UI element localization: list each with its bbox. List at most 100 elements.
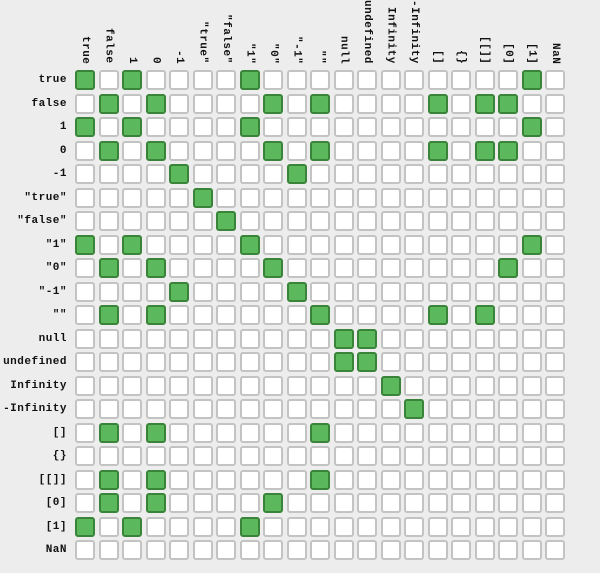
matrix-cell-r5-c19 — [521, 187, 542, 208]
matrix-cell-r1-c11 — [333, 93, 354, 114]
matrix-cell-r2-c8 — [263, 117, 283, 137]
matrix-row-6: "false" — [0, 211, 569, 231]
matrix-cell-r4-c19 — [521, 164, 542, 184]
matrix-cell-r14-c12 — [357, 399, 377, 419]
matrix-cell-r11-c14 — [404, 328, 424, 349]
matrix-cell-r8-c3 — [145, 258, 166, 278]
matrix-cell-r9-c3 — [145, 281, 166, 302]
matrix-cell-r13-c8 — [263, 375, 283, 396]
matrix-cell-r14-c9 — [286, 399, 307, 419]
matrix-cell-r3-c16 — [451, 140, 471, 161]
matrix-cell-r6-c8 — [263, 211, 283, 231]
matrix-cell-r18-c6 — [216, 493, 236, 513]
matrix-cell-r17-c4 — [169, 469, 189, 490]
matrix-row-13: Infinity — [0, 375, 569, 396]
matrix-cell-r11-c5 — [192, 328, 213, 349]
matrix-cell-r18-c12 — [357, 493, 377, 513]
matrix-cell-r1-c20 — [545, 93, 565, 114]
matrix-cell-r20-c17 — [474, 540, 495, 560]
matrix-cell-r14-c3 — [145, 399, 166, 419]
row-label: [0] — [45, 497, 67, 509]
matrix-cell-r1-c17 — [474, 93, 495, 114]
matrix-cell-r9-c16 — [451, 281, 471, 302]
matrix-cell-r15-c14 — [404, 422, 424, 443]
matrix-cell-r2-c4 — [169, 117, 189, 137]
matrix-cell-r11-c6 — [216, 328, 236, 349]
matrix-cell-r7-c7 — [239, 234, 260, 255]
matrix-cell-r13-c3 — [145, 375, 166, 396]
matrix-cell-r7-c15 — [427, 234, 448, 255]
matrix-cell-r13-c12 — [357, 375, 377, 396]
matrix-cell-r15-c6 — [216, 422, 236, 443]
matrix-cell-r17-c20 — [545, 469, 565, 490]
matrix-cell-r18-c5 — [192, 493, 213, 513]
matrix-cell-r10-c7 — [239, 305, 260, 325]
matrix-cell-r20-c2 — [122, 540, 142, 560]
matrix-cell-r8-c9 — [286, 258, 307, 278]
matrix-cell-r1-c6 — [216, 93, 236, 114]
matrix-cell-r0-c8 — [263, 70, 283, 90]
matrix-cell-r2-c10 — [310, 117, 330, 137]
matrix-cell-r19-c5 — [192, 516, 213, 537]
matrix-cell-r0-c3 — [145, 70, 166, 90]
matrix-cell-r11-c17 — [474, 328, 495, 349]
matrix-cell-r7-c8 — [263, 234, 283, 255]
matrix-cell-r6-c20 — [545, 211, 565, 231]
matrix-cell-r19-c8 — [263, 516, 283, 537]
row-label: undefined — [3, 356, 67, 368]
matrix-cell-r13-c16 — [451, 375, 471, 396]
matrix-cell-r19-c12 — [357, 516, 377, 537]
matrix-cell-r12-c17 — [474, 352, 495, 372]
matrix-cell-r11-c20 — [545, 328, 565, 349]
matrix-cell-r10-c4 — [169, 305, 189, 325]
matrix-cell-r15-c18 — [498, 422, 518, 443]
matrix-cell-r4-c8 — [263, 164, 283, 184]
matrix-cell-r9-c8 — [263, 281, 283, 302]
matrix-cell-r8-c1 — [98, 258, 119, 278]
matrix-cell-r0-c5 — [192, 70, 213, 90]
matrix-cell-r6-c11 — [333, 211, 354, 231]
matrix-cell-r15-c16 — [451, 422, 471, 443]
row-label: false — [31, 97, 67, 110]
matrix-cell-r12-c5 — [192, 352, 213, 372]
matrix-cell-r15-c20 — [545, 422, 565, 443]
matrix-cell-r3-c11 — [333, 140, 354, 161]
matrix-cell-r8-c19 — [521, 258, 542, 278]
matrix-cell-r2-c18 — [498, 117, 518, 137]
matrix-cell-r18-c2 — [122, 493, 142, 513]
matrix-cell-r16-c10 — [310, 446, 330, 466]
matrix-cell-r9-c2 — [122, 281, 142, 302]
matrix-cell-r14-c1 — [98, 399, 119, 419]
matrix-cell-r5-c12 — [357, 187, 377, 208]
column-header-16: {} — [451, 0, 471, 64]
matrix-cell-r15-c15 — [427, 422, 448, 443]
column-label: -Infinity — [408, 0, 420, 64]
row-label: -Infinity — [3, 403, 67, 415]
matrix-cell-r15-c13 — [380, 422, 401, 443]
matrix-cell-r20-c4 — [169, 540, 189, 560]
matrix-cell-r0-c2 — [122, 70, 142, 90]
matrix-cell-r6-c1 — [98, 211, 119, 231]
matrix-cell-r11-c11 — [333, 328, 354, 349]
matrix-cell-r12-c0 — [75, 352, 95, 372]
matrix-cell-r14-c15 — [427, 399, 448, 419]
matrix-cell-r18-c13 — [380, 493, 401, 513]
matrix-cell-r3-c6 — [216, 140, 236, 161]
matrix-cell-r13-c17 — [474, 375, 495, 396]
column-label: 0 — [149, 56, 162, 64]
matrix-cell-r12-c20 — [545, 352, 565, 372]
column-label: [] — [431, 49, 444, 64]
matrix-cell-r18-c10 — [310, 493, 330, 513]
matrix-cell-r20-c20 — [545, 540, 565, 560]
matrix-cell-r10-c0 — [75, 305, 95, 325]
matrix-cell-r3-c3 — [145, 140, 166, 161]
matrix-row-5: "true" — [0, 187, 569, 208]
matrix-cell-r5-c13 — [380, 187, 401, 208]
matrix-cell-r3-c0 — [75, 140, 95, 161]
matrix-cell-r12-c3 — [145, 352, 166, 372]
matrix-cell-r2-c20 — [545, 117, 565, 137]
matrix-cell-r6-c2 — [122, 211, 142, 231]
matrix-cell-r3-c8 — [263, 140, 283, 161]
matrix-cell-r17-c13 — [380, 469, 401, 490]
matrix-cell-r3-c20 — [545, 140, 565, 161]
